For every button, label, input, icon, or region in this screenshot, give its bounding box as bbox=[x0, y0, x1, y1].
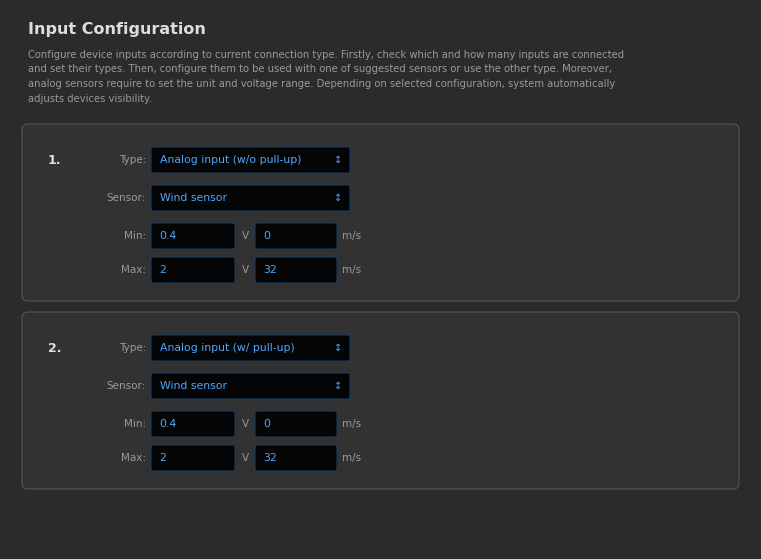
Text: Input Configuration: Input Configuration bbox=[28, 22, 206, 37]
Text: Analog input (w/o pull-up): Analog input (w/o pull-up) bbox=[160, 155, 301, 165]
Text: Wind sensor: Wind sensor bbox=[160, 381, 227, 391]
Text: 32: 32 bbox=[263, 453, 277, 463]
Text: m/s: m/s bbox=[342, 231, 361, 241]
FancyBboxPatch shape bbox=[151, 335, 350, 361]
Text: analog sensors require to set the unit and voltage range. Depending on selected : analog sensors require to set the unit a… bbox=[28, 79, 615, 89]
Text: Min:: Min: bbox=[124, 419, 146, 429]
Text: 2.: 2. bbox=[48, 342, 62, 354]
Text: and set their types. Then, configure them to be used with one of suggested senso: and set their types. Then, configure the… bbox=[28, 64, 612, 74]
Text: 0.4: 0.4 bbox=[159, 231, 177, 241]
Text: Max:: Max: bbox=[121, 265, 146, 275]
Text: 2: 2 bbox=[159, 265, 166, 275]
Text: V: V bbox=[242, 231, 249, 241]
FancyBboxPatch shape bbox=[151, 257, 235, 283]
Text: ↕: ↕ bbox=[334, 155, 342, 165]
FancyBboxPatch shape bbox=[22, 124, 739, 301]
Text: ↕: ↕ bbox=[334, 193, 342, 203]
FancyBboxPatch shape bbox=[151, 373, 350, 399]
FancyBboxPatch shape bbox=[255, 257, 337, 283]
Text: Min:: Min: bbox=[124, 231, 146, 241]
FancyBboxPatch shape bbox=[151, 223, 235, 249]
Text: V: V bbox=[242, 265, 249, 275]
Text: 1.: 1. bbox=[48, 154, 62, 167]
Text: m/s: m/s bbox=[342, 419, 361, 429]
FancyBboxPatch shape bbox=[255, 411, 337, 437]
Text: m/s: m/s bbox=[342, 265, 361, 275]
Text: Analog input (w/ pull-up): Analog input (w/ pull-up) bbox=[160, 343, 295, 353]
Text: Sensor:: Sensor: bbox=[107, 193, 146, 203]
Text: 0: 0 bbox=[263, 419, 270, 429]
Text: ↕: ↕ bbox=[334, 343, 342, 353]
Text: Wind sensor: Wind sensor bbox=[160, 193, 227, 203]
FancyBboxPatch shape bbox=[151, 445, 235, 471]
FancyBboxPatch shape bbox=[255, 445, 337, 471]
Text: ↕: ↕ bbox=[334, 381, 342, 391]
Text: Sensor:: Sensor: bbox=[107, 381, 146, 391]
Text: adjusts devices visibility.: adjusts devices visibility. bbox=[28, 93, 152, 103]
Text: 0: 0 bbox=[263, 231, 270, 241]
FancyBboxPatch shape bbox=[22, 312, 739, 489]
FancyBboxPatch shape bbox=[151, 185, 350, 211]
Text: Type:: Type: bbox=[119, 155, 146, 165]
Text: Configure device inputs according to current connection type. Firstly, check whi: Configure device inputs according to cur… bbox=[28, 50, 624, 60]
Text: 2: 2 bbox=[159, 453, 166, 463]
Text: m/s: m/s bbox=[342, 453, 361, 463]
FancyBboxPatch shape bbox=[255, 223, 337, 249]
Text: Max:: Max: bbox=[121, 453, 146, 463]
FancyBboxPatch shape bbox=[151, 147, 350, 173]
Text: 32: 32 bbox=[263, 265, 277, 275]
Text: V: V bbox=[242, 419, 249, 429]
Text: Type:: Type: bbox=[119, 343, 146, 353]
FancyBboxPatch shape bbox=[151, 411, 235, 437]
Text: 0.4: 0.4 bbox=[159, 419, 177, 429]
Text: V: V bbox=[242, 453, 249, 463]
